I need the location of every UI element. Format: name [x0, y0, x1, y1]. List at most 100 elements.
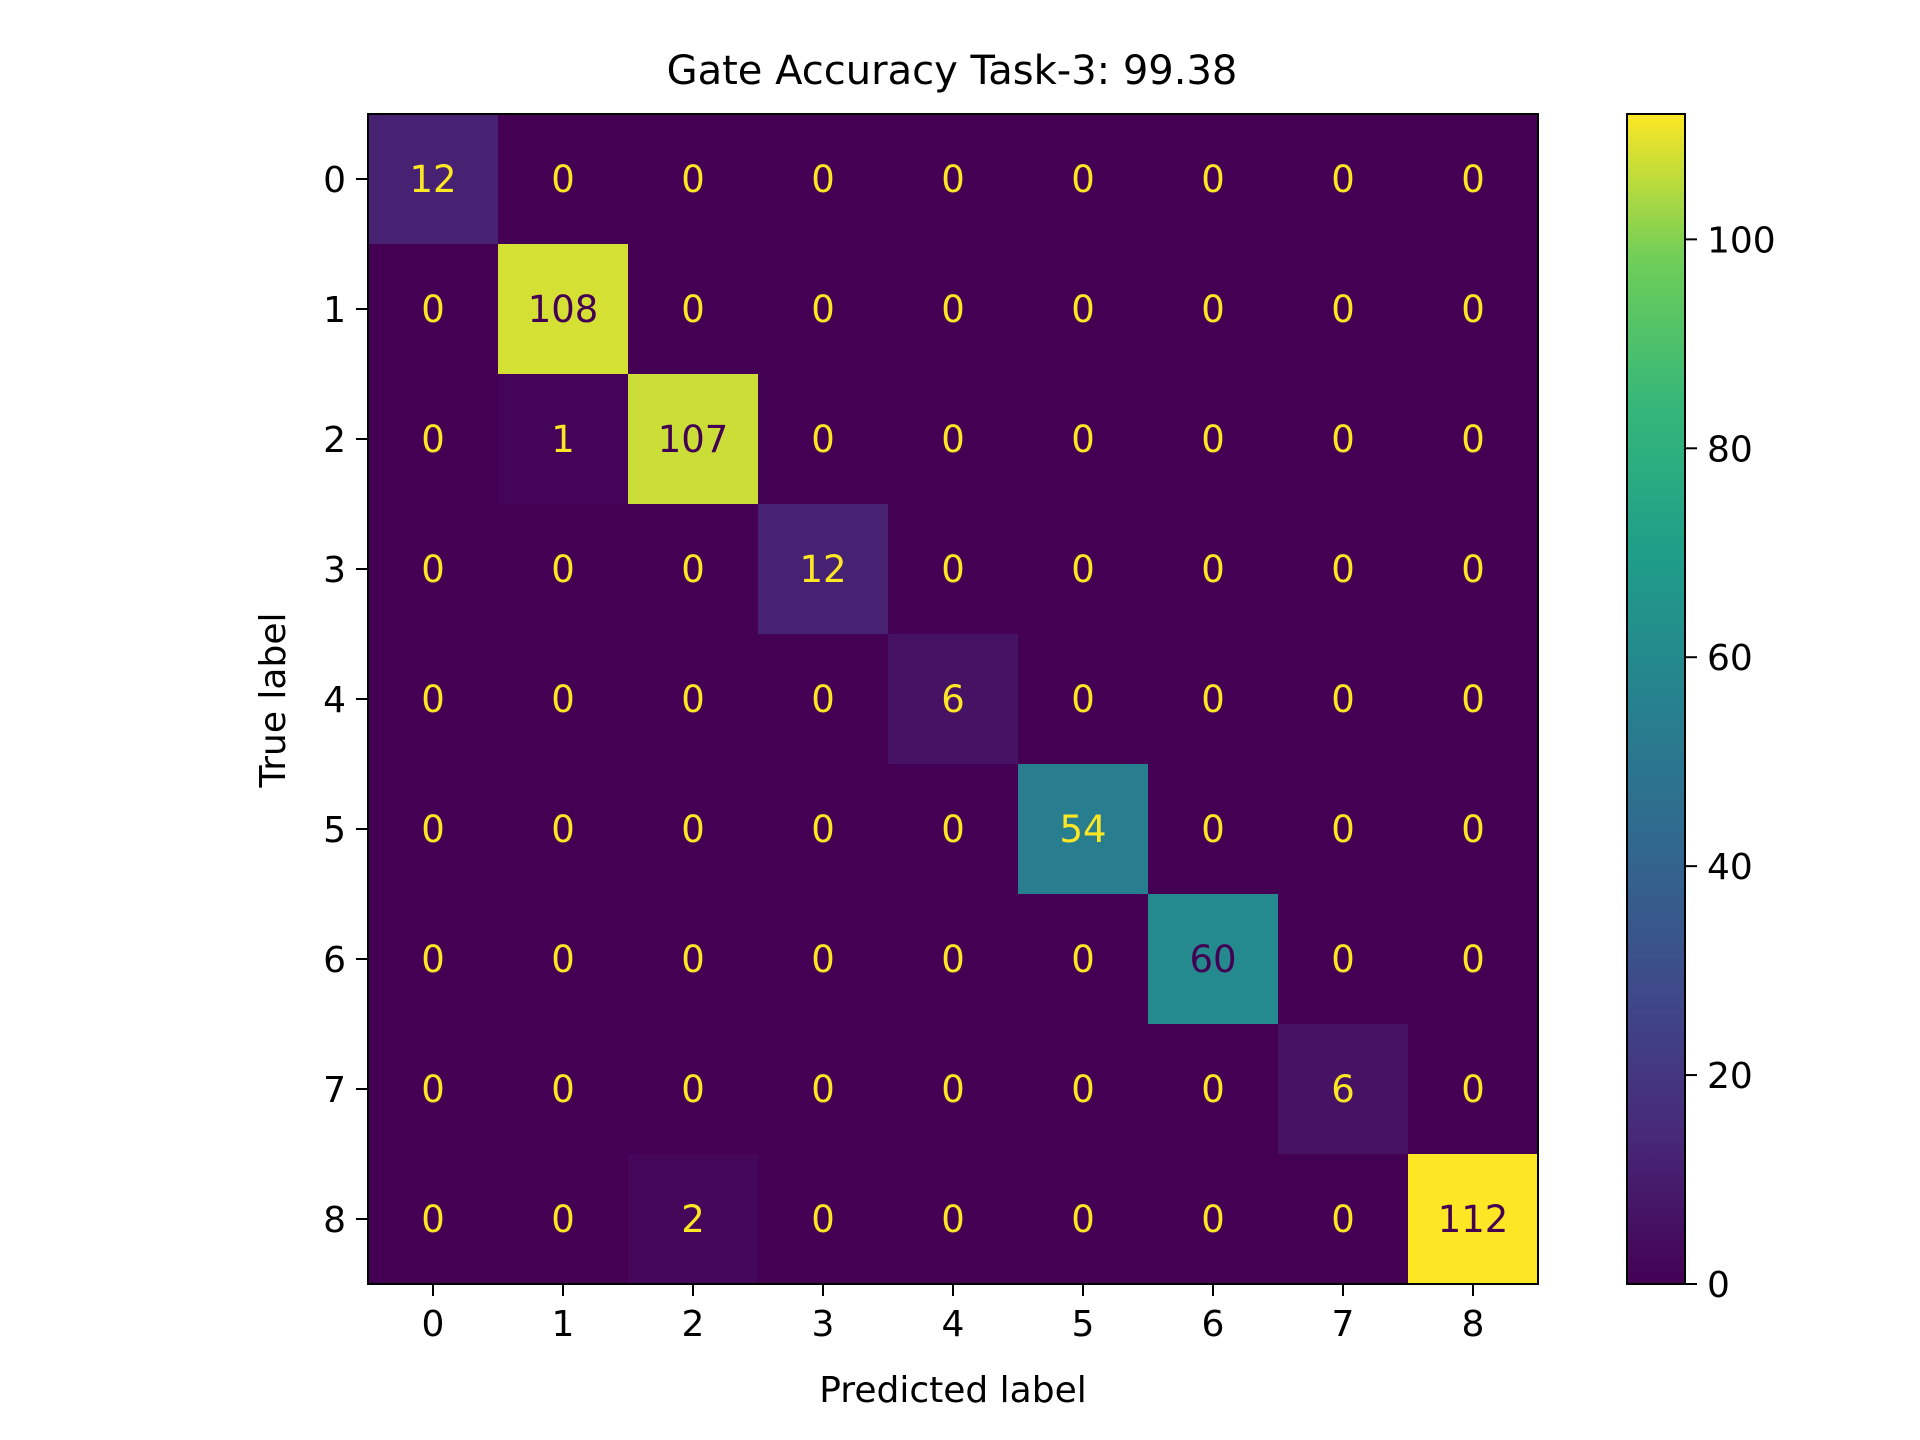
cell-value-r2-c8: 0 — [1461, 418, 1485, 461]
x-tick-label-4: 4 — [942, 1304, 965, 1345]
colorbar-gradient — [1626, 113, 1686, 1285]
cell-value-r3-c3: 12 — [799, 548, 846, 591]
heatmap-cell-labels: 12 0 0 0 0 0 0 0 0 0 108 0 0 0 0 0 0 0 0 1 107 0 0 0 0 0 0 0 0 0 12 0 0 0… — [409, 158, 1508, 1241]
cell-value-r3-c5: 0 — [1071, 548, 1095, 591]
cell-value-r8-c4: 0 — [941, 1198, 965, 1241]
heatmap-cell-r1-c6 — [1148, 244, 1279, 375]
heatmap-cell-r5-c8 — [1408, 764, 1539, 895]
heatmap-cell-r3-c1 — [498, 504, 629, 635]
heatmap-cell-r0-c8 — [1408, 114, 1539, 245]
x-tick-label-5: 5 — [1072, 1304, 1095, 1345]
cell-value-r6-c2: 0 — [681, 938, 705, 981]
cell-value-r4-c2: 0 — [681, 678, 705, 721]
cell-value-r8-c6: 0 — [1201, 1198, 1225, 1241]
heatmap-cell-r1-c8 — [1408, 244, 1539, 375]
cell-value-r1-c1: 108 — [528, 288, 599, 331]
heatmap-cell-r8-c0 — [368, 1154, 499, 1285]
heatmap-cell-r7-c1 — [498, 1024, 629, 1155]
heatmap-cell-r4-c5 — [1018, 634, 1149, 765]
heatmap-cell-r8-c2 — [628, 1154, 759, 1285]
x-axis-ticks: 0 1 2 3 4 5 6 7 8 — [422, 1284, 1485, 1345]
cell-value-r1-c2: 0 — [681, 288, 705, 331]
cell-value-r8-c5: 0 — [1071, 1198, 1095, 1241]
cell-value-r8-c8: 112 — [1438, 1198, 1509, 1241]
cell-value-r0-c7: 0 — [1331, 158, 1355, 201]
cell-value-r1-c8: 0 — [1461, 288, 1485, 331]
cell-value-r8-c1: 0 — [551, 1198, 575, 1241]
heatmap-cell-r7-c2 — [628, 1024, 759, 1155]
cell-value-r7-c2: 0 — [681, 1068, 705, 1111]
cell-value-r6-c8: 0 — [1461, 938, 1485, 981]
x-axis-label: Predicted label — [819, 1370, 1087, 1411]
chart-title: Gate Accuracy Task-3: 99.38 — [667, 48, 1238, 94]
y-axis-ticks: 0 1 2 3 4 5 6 7 8 — [323, 160, 368, 1241]
heatmap-cell-r1-c3 — [758, 244, 889, 375]
cell-value-r6-c5: 0 — [1071, 938, 1095, 981]
cell-value-r8-c0: 0 — [421, 1198, 445, 1241]
heatmap-cell-r3-c7 — [1278, 504, 1409, 635]
heatmap-cell-r1-c5 — [1018, 244, 1149, 375]
cell-value-r3-c4: 0 — [941, 548, 965, 591]
heatmap-cell-r7-c7 — [1278, 1024, 1409, 1155]
heatmap-cell-r4-c0 — [368, 634, 499, 765]
cell-value-r7-c4: 0 — [941, 1068, 965, 1111]
x-tick-label-6: 6 — [1202, 1304, 1225, 1345]
y-tick-label-1: 1 — [323, 290, 346, 331]
y-tick-label-7: 7 — [323, 1070, 346, 1111]
colorbar-tick-label-5: 100 — [1707, 220, 1776, 261]
cell-value-r5-c3: 0 — [811, 808, 835, 851]
heatmap-cell-r6-c7 — [1278, 894, 1409, 1025]
y-tick-label-6: 6 — [323, 940, 346, 981]
heatmap-cell-r2-c0 — [368, 374, 499, 505]
colorbar-tick-label-1: 20 — [1707, 1056, 1753, 1097]
cell-value-r7-c5: 0 — [1071, 1068, 1095, 1111]
colorbar-ticks: 0 20 40 60 80 100 — [1685, 220, 1776, 1306]
y-axis-label: True label — [253, 613, 294, 789]
cell-value-r7-c1: 0 — [551, 1068, 575, 1111]
heatmap-cell-r5-c2 — [628, 764, 759, 895]
heatmap-cell-r8-c6 — [1148, 1154, 1279, 1285]
heatmap-cell-r6-c0 — [368, 894, 499, 1025]
heatmap-cell-r0-c4 — [888, 114, 1019, 245]
heatmap-cell-r2-c6 — [1148, 374, 1279, 505]
cell-value-r8-c7: 0 — [1331, 1198, 1355, 1241]
y-tick-label-8: 8 — [323, 1200, 346, 1241]
x-tick-label-0: 0 — [422, 1304, 445, 1345]
heatmap-cell-r0-c0 — [368, 114, 499, 245]
cell-value-r2-c7: 0 — [1331, 418, 1355, 461]
heatmap-cell-r6-c3 — [758, 894, 889, 1025]
x-tick-label-2: 2 — [682, 1304, 705, 1345]
heatmap-cell-r5-c3 — [758, 764, 889, 895]
cell-value-r6-c0: 0 — [421, 938, 445, 981]
heatmap-cell-r4-c6 — [1148, 634, 1279, 765]
heatmap-cell-r2-c7 — [1278, 374, 1409, 505]
heatmap-cell-r2-c8 — [1408, 374, 1539, 505]
cell-value-r5-c5: 54 — [1059, 808, 1106, 851]
cell-value-r0-c5: 0 — [1071, 158, 1095, 201]
heatmap-cell-r0-c7 — [1278, 114, 1409, 245]
heatmap-cell-r8-c3 — [758, 1154, 889, 1285]
cell-value-r6-c7: 0 — [1331, 938, 1355, 981]
cell-value-r3-c7: 0 — [1331, 548, 1355, 591]
colorbar-tick-label-4: 80 — [1707, 429, 1753, 470]
heatmap-cell-r2-c4 — [888, 374, 1019, 505]
heatmap-cell-r4-c3 — [758, 634, 889, 765]
cell-value-r3-c2: 0 — [681, 548, 705, 591]
cell-value-r0-c8: 0 — [1461, 158, 1485, 201]
cell-value-r2-c0: 0 — [421, 418, 445, 461]
x-tick-label-8: 8 — [1462, 1304, 1485, 1345]
cell-value-r4-c0: 0 — [421, 678, 445, 721]
heatmap-cell-r3-c2 — [628, 504, 759, 635]
heatmap-cell-r4-c8 — [1408, 634, 1539, 765]
cell-value-r8-c3: 0 — [811, 1198, 835, 1241]
cell-value-r3-c6: 0 — [1201, 548, 1225, 591]
cell-value-r1-c4: 0 — [941, 288, 965, 331]
heatmap-cell-r1-c0 — [368, 244, 499, 375]
cell-value-r1-c0: 0 — [421, 288, 445, 331]
heatmap-cell-r3-c3 — [758, 504, 889, 635]
heatmap-cell-r2-c1 — [498, 374, 629, 505]
heatmap-cell-r3-c5 — [1018, 504, 1149, 635]
cell-value-r2-c6: 0 — [1201, 418, 1225, 461]
cell-value-r3-c0: 0 — [421, 548, 445, 591]
cell-value-r4-c3: 0 — [811, 678, 835, 721]
